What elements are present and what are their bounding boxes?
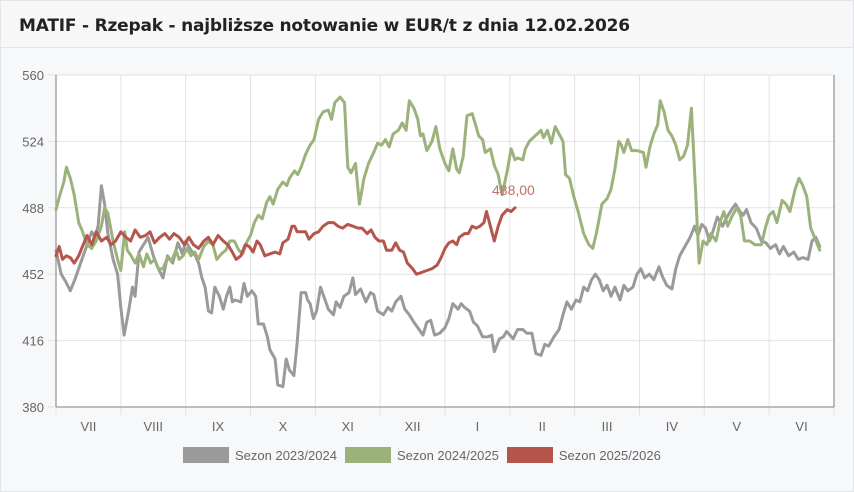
legend-item-2024-2025[interactable]: Sezon 2024/2025	[344, 447, 499, 463]
y-axis: 560 524 488 452 416 380	[22, 68, 57, 415]
legend-item-2025-2026[interactable]: Sezon 2025/2026	[506, 447, 661, 463]
legend-swatch-2023-2024	[183, 447, 229, 463]
chart-header: MATIF - Rzepak - najbliższe notowanie w …	[1, 1, 853, 48]
annotations: 488,00	[492, 182, 535, 198]
series-line-2023-2024	[54, 184, 822, 389]
chart-title: MATIF - Rzepak - najbliższe notowanie w …	[19, 16, 630, 36]
y-tick-label: 488	[22, 201, 44, 216]
y-tick-label: 452	[22, 267, 44, 282]
y-tick-label: 524	[22, 134, 44, 149]
x-tick-label: IV	[666, 419, 679, 434]
series-lines	[54, 95, 822, 389]
y-tick-label: 416	[22, 334, 44, 349]
x-tick-label: VIII	[143, 419, 163, 434]
legend-swatch-2025-2026	[506, 447, 553, 463]
x-tick-label: XI	[342, 419, 354, 434]
x-axis: VII VIII IX X XI XII I II III IV V VI	[56, 75, 835, 434]
x-tick-label: IX	[212, 419, 225, 434]
y-tick-label: 380	[22, 400, 44, 415]
legend-label: Sezon 2025/2026	[558, 447, 661, 463]
y-tick-label: 560	[22, 68, 44, 83]
x-tick-label: VI	[795, 419, 807, 434]
x-tick-label: VII	[80, 419, 96, 434]
legend-swatch-2024-2025	[344, 447, 391, 463]
last-value-label: 488,00	[492, 182, 535, 198]
x-tick-label: XII	[405, 419, 421, 434]
legend-item-2023-2024[interactable]: Sezon 2023/2024	[183, 447, 337, 463]
x-tick-label: I	[476, 419, 480, 434]
grid	[48, 74, 835, 415]
x-tick-label: II	[539, 419, 546, 434]
legend: Sezon 2023/2024 Sezon 2024/2025 Sezon 20…	[183, 447, 669, 463]
series-line-2024-2025	[54, 95, 822, 272]
x-tick-label: X	[279, 419, 288, 434]
legend-label: Sezon 2024/2025	[396, 447, 499, 463]
x-tick-label: V	[732, 419, 741, 434]
legend-label: Sezon 2023/2024	[235, 447, 337, 463]
series-line-2025-2026	[54, 206, 517, 276]
x-tick-label: III	[602, 419, 613, 434]
